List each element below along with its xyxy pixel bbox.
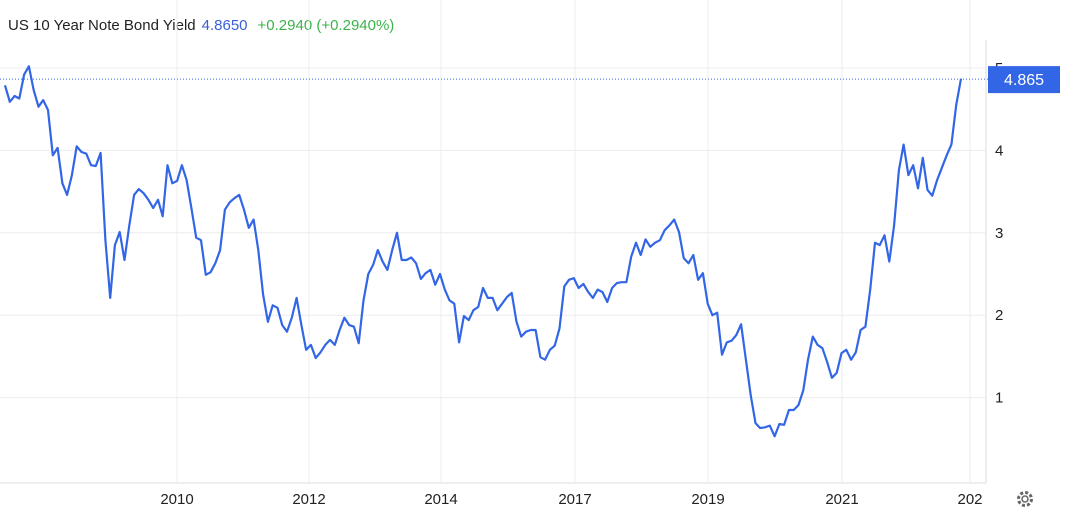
x-tick-label: 2010 <box>160 491 193 508</box>
chart-title: US 10 Year Note Bond Yield <box>8 17 196 34</box>
x-tick-label: 2012 <box>292 491 325 508</box>
y-tick-label: 4 <box>995 142 1003 159</box>
x-tick-label: 2019 <box>691 491 724 508</box>
settings-icon[interactable] <box>1017 491 1033 507</box>
chart-header: US 10 Year Note Bond Yield 4.8650 +0.2940 … <box>8 17 394 34</box>
x-tick-label: 202 <box>957 491 982 508</box>
x-tick-label: 2021 <box>825 491 858 508</box>
y-tick-label: 1 <box>995 390 1003 407</box>
data-line <box>3 65 963 438</box>
last-price: 4.8650 <box>202 17 248 34</box>
current-value-label: 4.865 <box>1004 72 1044 89</box>
x-tick-label: 2017 <box>558 491 591 508</box>
current-value-tag <box>988 66 1060 94</box>
y-tick-label: 3 <box>995 225 1003 242</box>
price-change: +0.2940 (+0.2940%) <box>258 17 395 34</box>
y-tick-label: 2 <box>995 307 1003 324</box>
x-tick-label: 2014 <box>424 491 457 508</box>
